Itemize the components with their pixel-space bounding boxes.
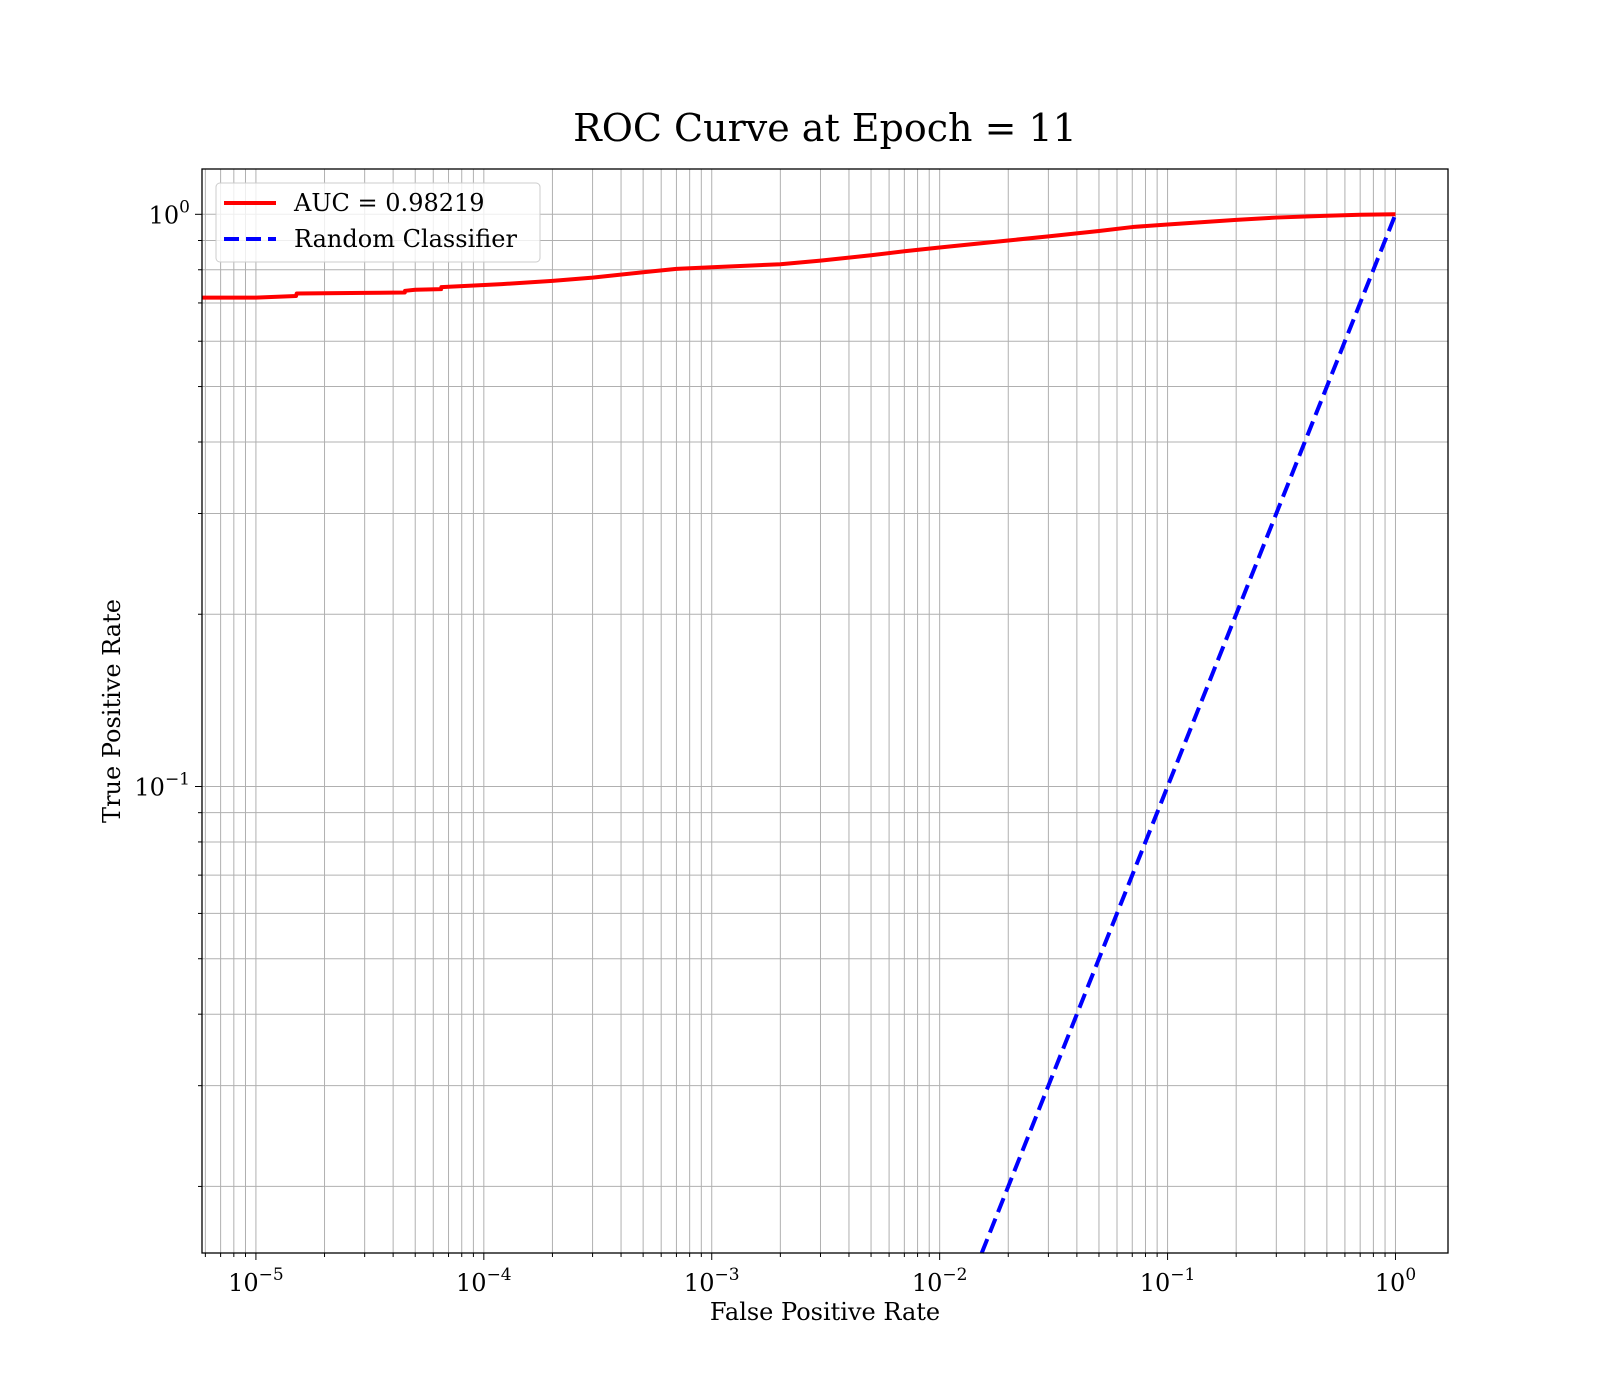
plot-frame — [201, 168, 1449, 1254]
roc-curve-line — [202, 212, 1396, 300]
x-tick-label: 100 — [1375, 1265, 1416, 1297]
x-tick-label: 10−2 — [912, 1265, 968, 1297]
legend-label-random-classifier: Random Classifier — [294, 225, 517, 253]
legend-label-auc: AUC = 0.98219 — [293, 189, 485, 217]
chart-title: ROC Curve at Epoch = 11 — [573, 106, 1077, 150]
y-tick-label: 10−1 — [134, 769, 190, 801]
y-tick-label: 100 — [149, 197, 190, 229]
legend: AUC = 0.98219 Random Classifier — [215, 182, 541, 263]
legend-box — [215, 182, 541, 263]
series-layer — [202, 212, 1398, 1254]
x-tick-label: 10−5 — [228, 1265, 284, 1297]
x-axis-label: False Positive Rate — [710, 1298, 940, 1326]
tick-marks — [195, 213, 1396, 1260]
random-classifier-line — [979, 213, 1398, 1254]
x-tick-label: 10−1 — [1140, 1265, 1196, 1297]
y-axis-label: True Positive Rate — [98, 599, 126, 823]
x-tick-label: 10−4 — [456, 1265, 512, 1297]
grid-lines — [202, 169, 1448, 1253]
x-tick-label: 10−3 — [684, 1265, 740, 1297]
